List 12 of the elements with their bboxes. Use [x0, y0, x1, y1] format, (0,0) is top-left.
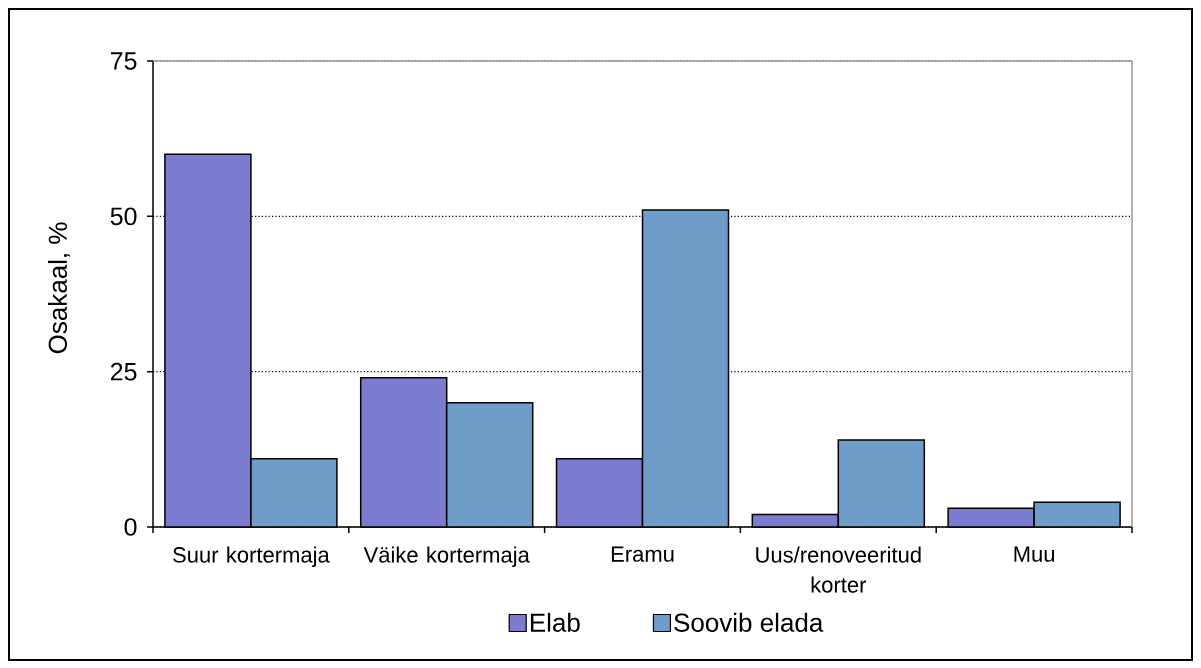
x-tick-label: Eramu: [611, 546, 674, 562]
x-tick-label: Suur kortermaja: [173, 546, 330, 568]
x-tick-label: Muu: [1014, 546, 1055, 562]
x-tick-label: Uus/renoveeritud korter: [756, 546, 921, 593]
y-tick-label: 0: [124, 518, 137, 536]
y-tick-label: 25: [110, 362, 137, 381]
y-tick-label: 50: [110, 207, 137, 226]
y-tick-label: 75: [110, 52, 137, 70]
y-axis-title: Osakaal, %: [47, 222, 71, 354]
legend-label: Elab: [530, 612, 580, 632]
x-tick-label: Väike kortermaja: [363, 546, 530, 568]
legend-label: Soovib elada: [674, 612, 824, 632]
